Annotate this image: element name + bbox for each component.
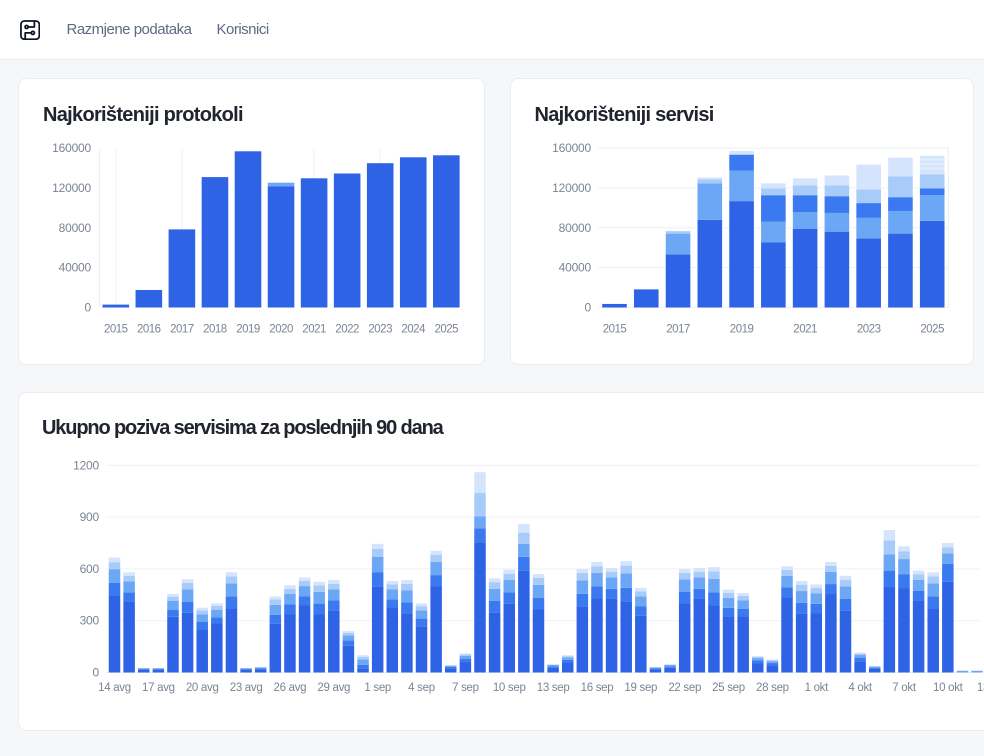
svg-text:19 sep: 19 sep [624,682,657,694]
svg-text:2017: 2017 [666,324,690,336]
svg-text:1 okt: 1 okt [805,682,830,694]
svg-text:80000: 80000 [59,221,92,235]
svg-text:900: 900 [80,510,100,524]
svg-text:20 avg: 20 avg [186,682,219,694]
svg-text:160000: 160000 [552,141,591,155]
svg-text:4 okt: 4 okt [848,682,873,694]
svg-text:2017: 2017 [170,324,194,336]
svg-text:2025: 2025 [920,324,944,336]
svg-text:0: 0 [85,301,92,315]
svg-text:2021: 2021 [793,324,817,336]
svg-text:14 avg: 14 avg [98,682,131,694]
svg-text:2020: 2020 [269,324,293,336]
svg-text:13 okt: 13 okt [977,682,984,694]
svg-text:2021: 2021 [302,324,326,336]
svg-text:120000: 120000 [52,181,91,195]
svg-text:1 sep: 1 sep [364,682,391,694]
svg-text:160000: 160000 [52,141,91,155]
svg-text:10 okt: 10 okt [933,682,964,694]
svg-text:13 sep: 13 sep [537,682,570,694]
svg-text:7 okt: 7 okt [892,682,917,694]
svg-text:2019: 2019 [236,324,260,336]
svg-text:25 sep: 25 sep [712,682,745,694]
svg-text:40000: 40000 [559,261,592,275]
svg-text:2025: 2025 [435,324,459,336]
svg-text:0: 0 [585,301,592,315]
svg-text:29 avg: 29 avg [317,682,350,694]
svg-text:10 sep: 10 sep [493,682,526,694]
svg-text:2023: 2023 [368,324,392,336]
svg-text:2019: 2019 [730,324,754,336]
svg-text:2022: 2022 [335,324,359,336]
svg-text:80000: 80000 [559,221,592,235]
svg-text:2023: 2023 [857,324,881,336]
svg-text:1200: 1200 [73,458,99,472]
svg-text:28 sep: 28 sep [756,682,789,694]
svg-text:40000: 40000 [59,261,92,275]
svg-text:600: 600 [80,562,100,576]
svg-text:120000: 120000 [552,181,591,195]
svg-text:17 avg: 17 avg [142,682,175,694]
svg-text:23 avg: 23 avg [230,682,263,694]
svg-text:16 sep: 16 sep [581,682,614,694]
svg-text:0: 0 [93,666,100,680]
svg-text:2015: 2015 [603,324,627,336]
svg-text:4 sep: 4 sep [408,682,435,694]
svg-text:2016: 2016 [137,324,161,336]
svg-text:2015: 2015 [104,324,128,336]
svg-text:26 avg: 26 avg [274,682,307,694]
svg-text:2018: 2018 [203,324,227,336]
svg-text:300: 300 [80,614,100,628]
svg-text:2024: 2024 [401,324,426,336]
svg-text:22 sep: 22 sep [668,682,701,694]
svg-text:7 sep: 7 sep [452,682,479,694]
